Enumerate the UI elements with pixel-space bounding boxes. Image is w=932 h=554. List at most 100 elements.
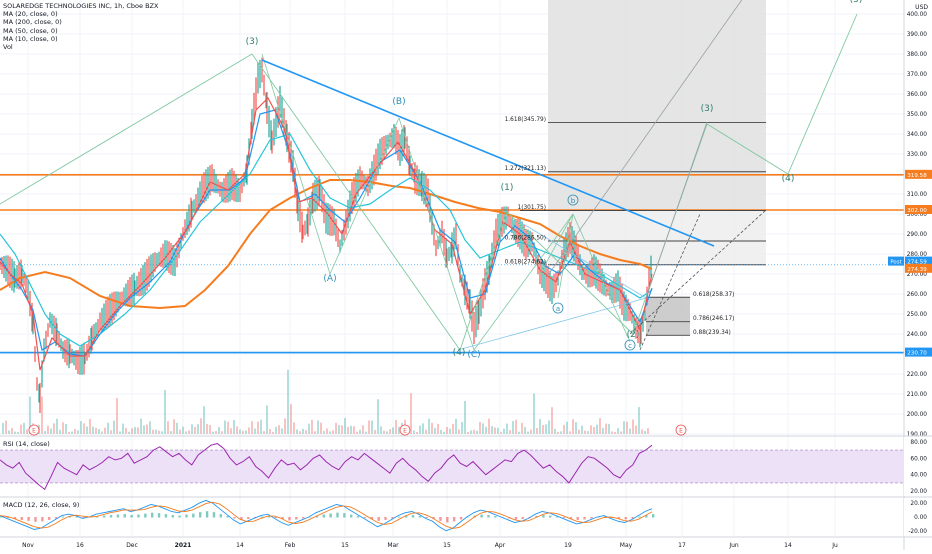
volume-bar	[470, 430, 472, 434]
wave-label: (4)	[782, 174, 795, 184]
macd-histogram-bar	[212, 512, 216, 518]
macd-histogram-bar	[590, 517, 593, 519]
trend-line	[261, 59, 715, 247]
volume-bar	[236, 426, 238, 434]
volume-bar	[125, 427, 127, 434]
price-tick-label: 360.00	[907, 92, 928, 98]
legend-ma200[interactable]: MA (200, close, 0)	[3, 18, 62, 27]
volume-bar	[305, 430, 307, 434]
volume-bar	[563, 424, 565, 434]
volume-bar	[254, 428, 256, 434]
macd-histogram-bar	[75, 516, 78, 518]
volume-bar	[377, 399, 379, 434]
macd-histogram-bar	[82, 517, 85, 518]
price-tick-label: 340.00	[907, 132, 928, 138]
price-badge-label: 274.39	[907, 267, 927, 273]
volume-bar	[296, 429, 298, 434]
macd-histogram-bar	[130, 515, 133, 518]
volume-bar	[221, 431, 223, 434]
legend-ma50[interactable]: MA (50, close, 0)	[3, 26, 58, 35]
volume-bar	[131, 428, 133, 434]
wave-line	[506, 211, 634, 335]
volume-bar	[200, 418, 202, 434]
macd-histogram-bar	[452, 517, 456, 522]
legend-ma20[interactable]: MA (20, close, 0)	[3, 10, 58, 19]
macd-histogram-bar	[562, 517, 566, 518]
volume-bar	[224, 420, 226, 434]
chart-legend: SOLAREDGE TECHNOLOGIES INC, 1h, Cboe BZX…	[3, 2, 158, 51]
legend-ma10[interactable]: MA (10, close, 0)	[3, 34, 58, 43]
macd-label: MACD (12, 26, close, 9)	[3, 501, 79, 509]
volume-bar	[8, 430, 10, 434]
volume-bar	[452, 423, 454, 434]
time-tick-label: Feb	[285, 542, 296, 549]
wave-line	[519, 221, 647, 299]
volume-bar	[281, 428, 283, 434]
volume-bar	[608, 423, 610, 434]
volume-bar	[380, 426, 382, 434]
volume-bar	[173, 419, 175, 434]
legend-volume[interactable]: Vol	[3, 43, 13, 52]
volume-bar	[140, 418, 142, 434]
wave-label: (A)	[323, 274, 336, 284]
wave-label: b	[571, 197, 576, 205]
macd-histogram-bar	[260, 516, 264, 518]
rsi-tick-label: 80.00	[910, 440, 927, 446]
price-badge	[905, 256, 932, 266]
volume-bar	[629, 428, 631, 434]
price-tick-label: 400.00	[907, 12, 928, 18]
volume-bar	[389, 429, 391, 434]
volume-bar	[233, 419, 235, 434]
macd-histogram-bar	[377, 517, 380, 521]
volume-bar	[209, 424, 211, 434]
time-tick-label: Jun	[728, 542, 739, 549]
volume-bar	[188, 430, 190, 434]
volume-bar	[347, 426, 349, 434]
macd-histogram-bar	[466, 517, 470, 518]
volume-bar	[29, 396, 31, 434]
volume-bar	[320, 422, 322, 434]
volume-bar	[155, 429, 157, 434]
macd-histogram-bar	[315, 515, 319, 518]
volume-bar	[431, 422, 433, 434]
price-tick-label: 220.00	[907, 372, 928, 378]
volume-bar	[500, 431, 502, 434]
event-marker-label: E	[403, 428, 407, 435]
macd-histogram-bar	[487, 515, 490, 518]
volume-bar	[353, 426, 355, 434]
rsi-tick-label: 60.00	[910, 456, 927, 462]
post-badge	[888, 256, 904, 266]
macd-histogram-bar	[542, 515, 545, 518]
price-tick-label: 300.00	[907, 212, 928, 218]
volume-bar	[98, 429, 100, 434]
volume-bar	[578, 429, 580, 434]
wave-line	[787, 13, 858, 175]
volume-bar	[596, 424, 598, 434]
time-tick-label: Apr	[495, 542, 506, 549]
macd-tick-label: 20.00	[910, 501, 927, 507]
wave-label: (B)	[392, 97, 405, 107]
macd-histogram-bar	[13, 517, 17, 519]
macd-tick-label: -20.00	[908, 529, 927, 535]
volume-bar	[92, 426, 94, 434]
volume-bar	[494, 427, 496, 434]
macd-histogram-bar	[171, 515, 174, 518]
price-tick-label: 380.00	[907, 52, 928, 58]
volume-bar	[368, 420, 370, 434]
volume-bar	[497, 427, 499, 434]
macd-histogram-bar	[343, 513, 346, 518]
price-badge-label: 302.00	[907, 208, 927, 214]
volume-bar	[212, 431, 214, 434]
event-marker-icon	[675, 424, 687, 436]
volume-bar	[623, 421, 625, 434]
volume-bar	[326, 428, 328, 434]
volume-bar	[230, 428, 232, 434]
event-marker-icon	[28, 424, 40, 436]
volume-bar	[275, 426, 277, 434]
macd-histogram-bar	[20, 517, 23, 520]
wave-line	[0, 53, 253, 205]
wave-label: (4)	[453, 348, 466, 358]
volume-bar	[272, 431, 274, 434]
volume-bar	[56, 418, 58, 434]
